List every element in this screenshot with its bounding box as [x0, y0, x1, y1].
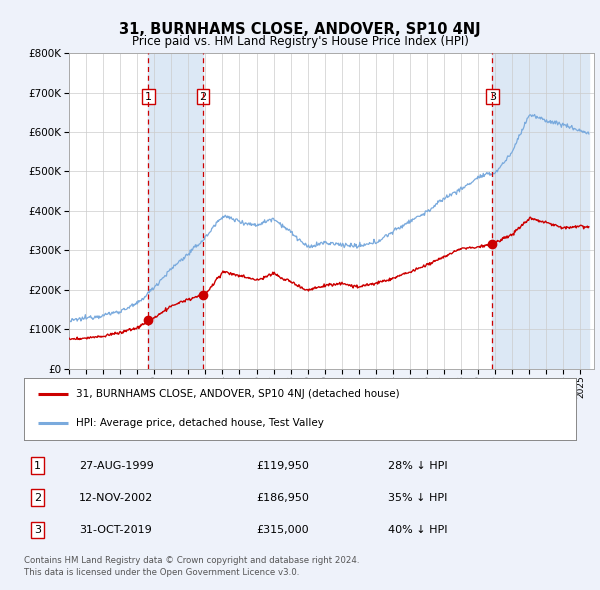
Text: Price paid vs. HM Land Registry's House Price Index (HPI): Price paid vs. HM Land Registry's House …: [131, 35, 469, 48]
Text: 27-AUG-1999: 27-AUG-1999: [79, 461, 154, 470]
Text: 1: 1: [145, 91, 152, 101]
Text: 3: 3: [489, 91, 496, 101]
Bar: [148, 53, 203, 369]
Text: £186,950: £186,950: [256, 493, 309, 503]
Text: Contains HM Land Registry data © Crown copyright and database right 2024.: Contains HM Land Registry data © Crown c…: [24, 556, 359, 565]
Text: 31-OCT-2019: 31-OCT-2019: [79, 525, 152, 535]
Text: HPI: Average price, detached house, Test Valley: HPI: Average price, detached house, Test…: [76, 418, 325, 428]
Text: 35% ↓ HPI: 35% ↓ HPI: [388, 493, 448, 503]
Text: 1: 1: [34, 461, 41, 470]
Text: £315,000: £315,000: [256, 525, 308, 535]
Text: 28% ↓ HPI: 28% ↓ HPI: [388, 461, 448, 470]
Text: 3: 3: [34, 525, 41, 535]
Text: 2: 2: [200, 91, 207, 101]
Text: 40% ↓ HPI: 40% ↓ HPI: [388, 525, 448, 535]
Text: 2: 2: [34, 493, 41, 503]
Text: £119,950: £119,950: [256, 461, 309, 470]
Text: 31, BURNHAMS CLOSE, ANDOVER, SP10 4NJ: 31, BURNHAMS CLOSE, ANDOVER, SP10 4NJ: [119, 22, 481, 37]
Bar: [492, 53, 589, 369]
Text: This data is licensed under the Open Government Licence v3.0.: This data is licensed under the Open Gov…: [24, 568, 299, 576]
Text: 12-NOV-2002: 12-NOV-2002: [79, 493, 154, 503]
Text: 31, BURNHAMS CLOSE, ANDOVER, SP10 4NJ (detached house): 31, BURNHAMS CLOSE, ANDOVER, SP10 4NJ (d…: [76, 389, 400, 399]
